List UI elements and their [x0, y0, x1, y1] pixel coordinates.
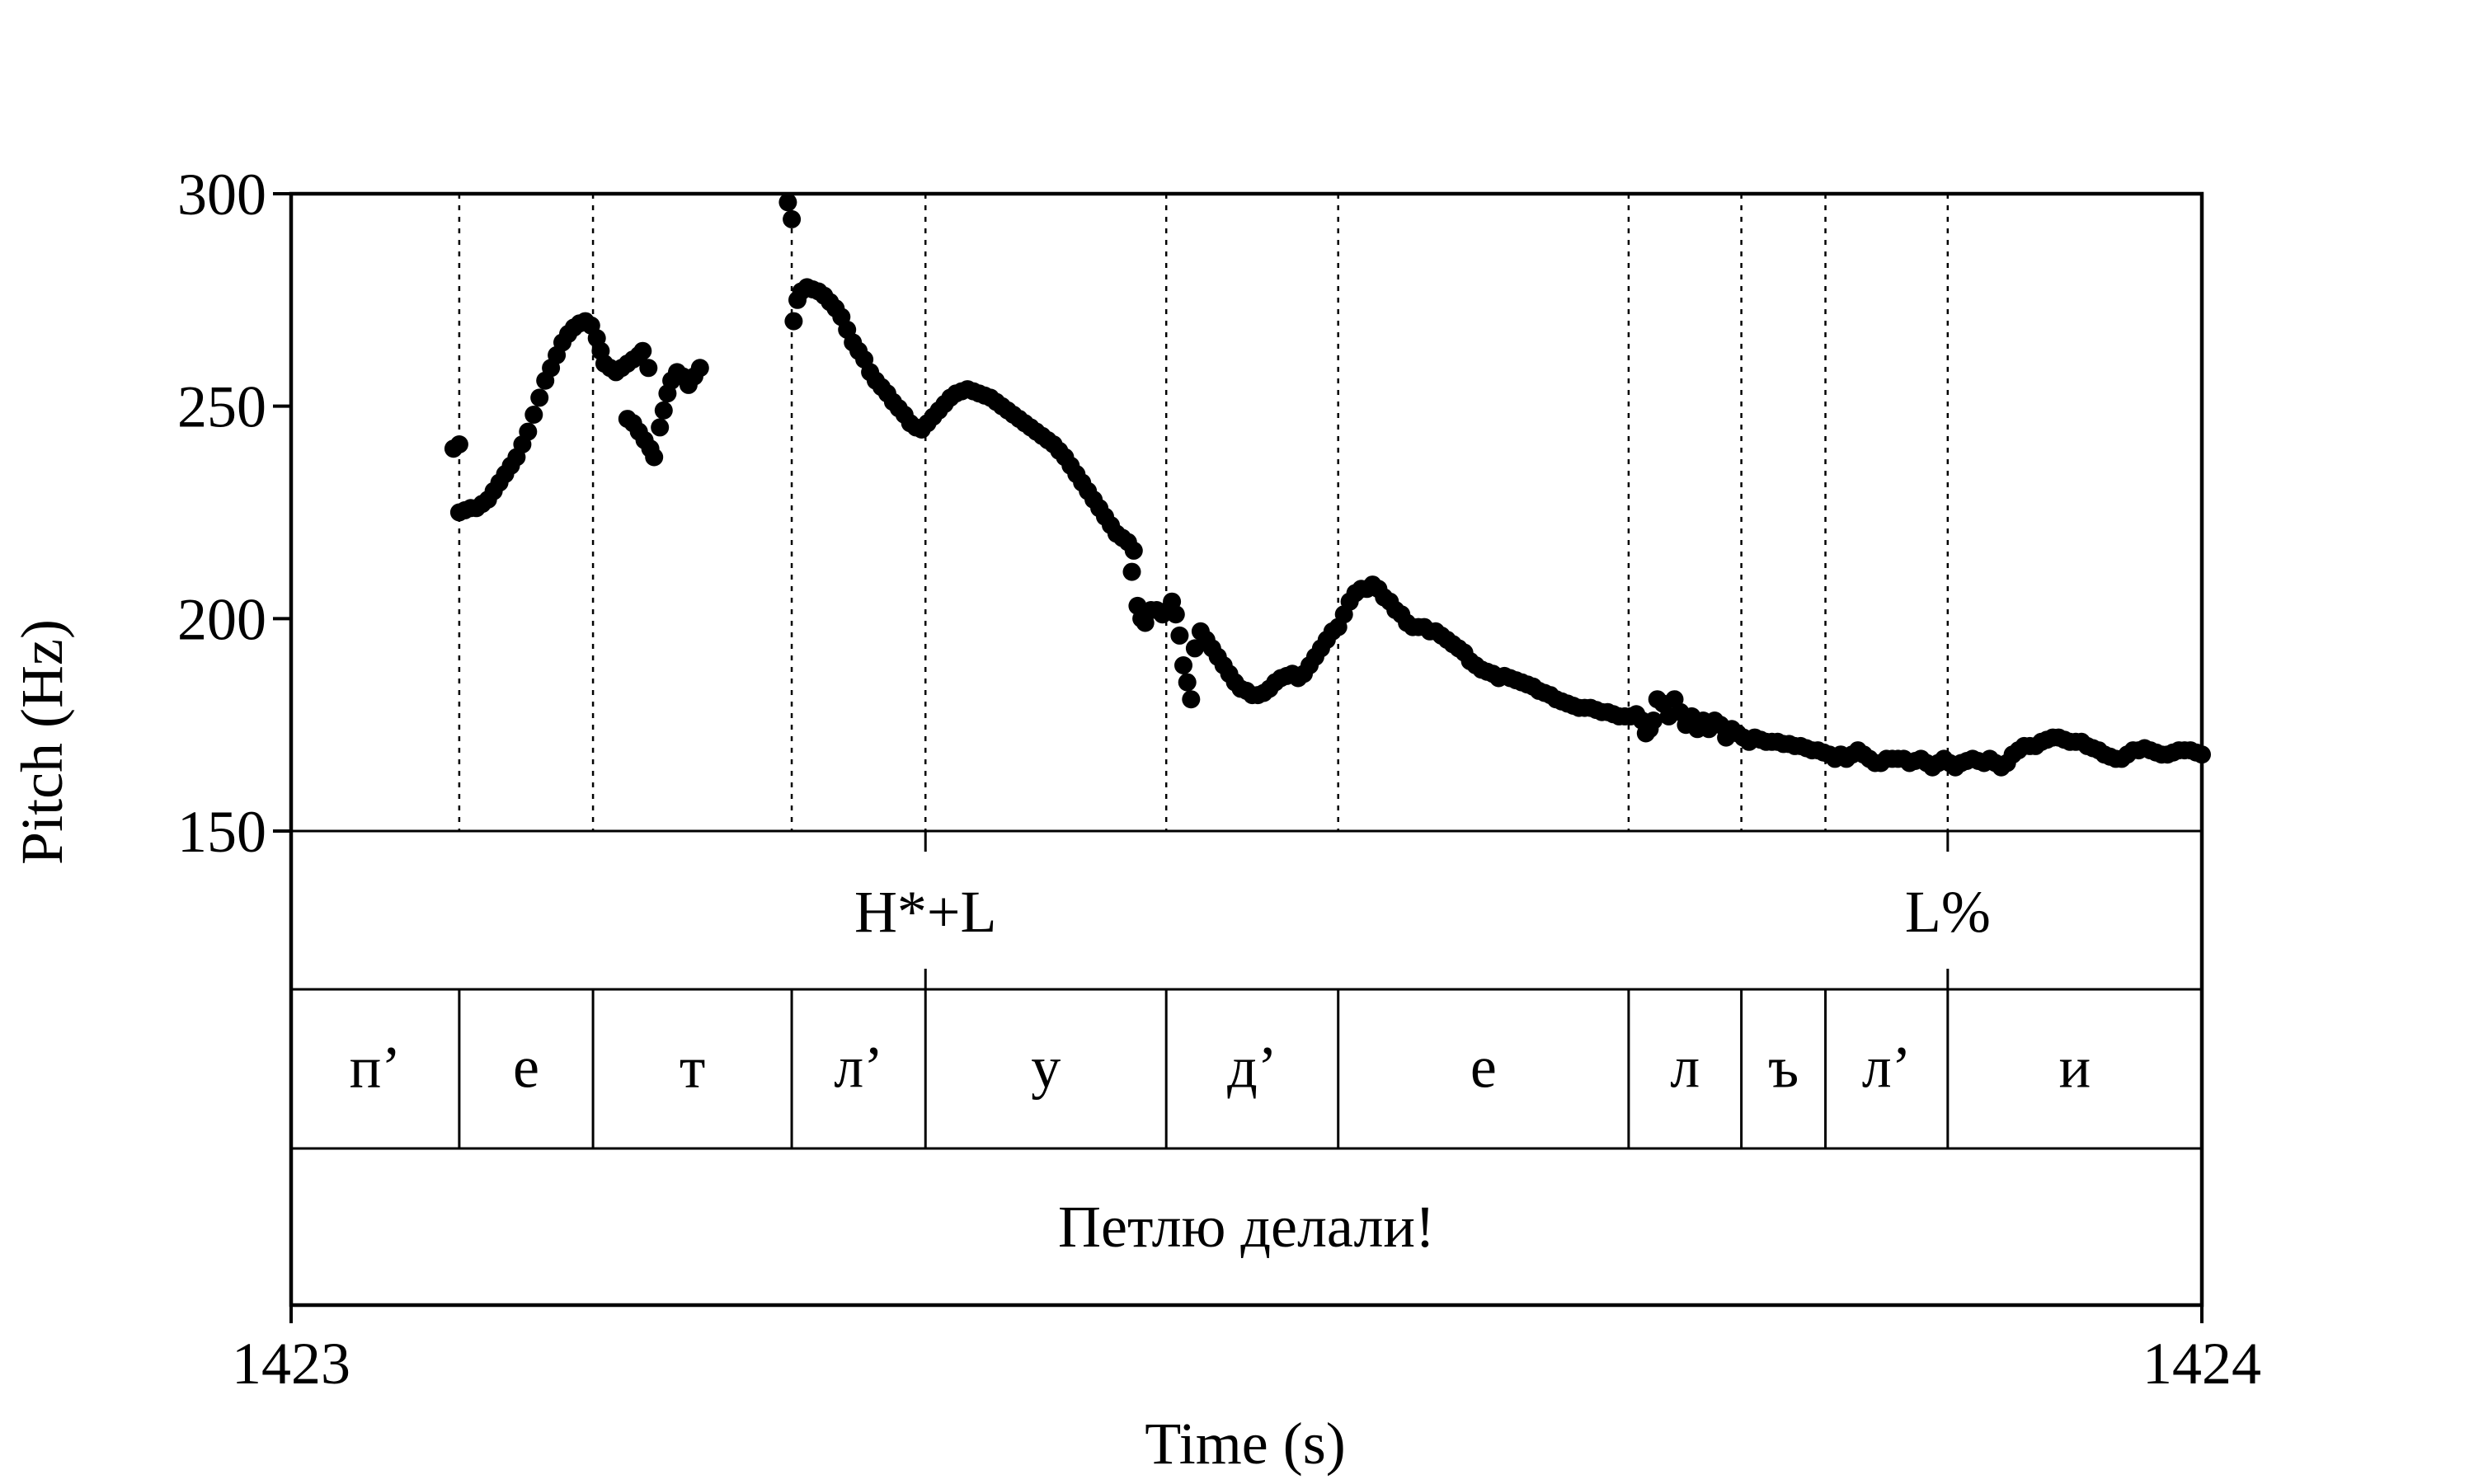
- plot-border: [289, 191, 2204, 1308]
- pitch-point: [1174, 656, 1192, 674]
- y-tick-label: 250: [177, 374, 266, 440]
- x-axis-title: Time (s): [1145, 1411, 1345, 1477]
- y-axis-title: Pitch (Hz): [9, 619, 75, 865]
- pitch-point: [1644, 711, 1663, 730]
- annotation-tiers: H*+L L% п’ е т л’ у д’ е л ъ л’ и Петлю делали!: [350, 831, 2091, 1260]
- pitch-point: [633, 341, 652, 360]
- segment-label: и: [2059, 1035, 2091, 1101]
- pitch-point: [1122, 562, 1141, 581]
- y-tick-label: 300: [177, 162, 266, 228]
- segment-label: е: [513, 1035, 539, 1101]
- segment-label: ъ: [1768, 1035, 1799, 1101]
- y-tick-label: 150: [177, 799, 266, 865]
- pitch-point: [1166, 605, 1185, 624]
- x-tick-label: 1423: [232, 1331, 350, 1397]
- y-axis: 150 200 250 300: [177, 162, 291, 865]
- segment-label: п’: [350, 1035, 402, 1101]
- pitch-point: [530, 388, 549, 407]
- y-tick-label: 200: [177, 586, 266, 652]
- pitch-point: [1124, 541, 1143, 560]
- pitch-point: [449, 435, 468, 453]
- pitch-point: [651, 418, 670, 437]
- pitch-point: [1178, 673, 1197, 692]
- tone-label: H*+L: [854, 879, 997, 945]
- pitch-point: [778, 193, 797, 212]
- pitch-point: [639, 359, 658, 378]
- pitch-point: [524, 406, 543, 424]
- segment-label: у: [1031, 1035, 1061, 1101]
- segment-label: т: [680, 1035, 705, 1101]
- pitch-point: [645, 448, 664, 467]
- pitch-point: [1182, 690, 1201, 709]
- segment-label: д’: [1227, 1035, 1277, 1101]
- pitch-points: [444, 193, 2211, 777]
- segment-label: е: [1470, 1035, 1497, 1101]
- pitch-point: [519, 422, 538, 441]
- sentence-label: Петлю делали!: [1058, 1194, 1435, 1260]
- plot-frame: [289, 191, 2204, 1308]
- segment-label: л’: [1862, 1035, 1912, 1101]
- pitch-point: [690, 359, 709, 378]
- pitch-point: [783, 209, 802, 228]
- pitch-point: [1170, 626, 1189, 645]
- x-axis: 1423 1424: [232, 1305, 2261, 1397]
- x-tick-label: 1424: [2142, 1331, 2261, 1397]
- segment-label: л’: [834, 1035, 883, 1101]
- pitch-point: [784, 312, 803, 331]
- tone-label: L%: [1905, 879, 1991, 945]
- pitch-point: [654, 401, 673, 420]
- segment-label: л: [1670, 1035, 1700, 1101]
